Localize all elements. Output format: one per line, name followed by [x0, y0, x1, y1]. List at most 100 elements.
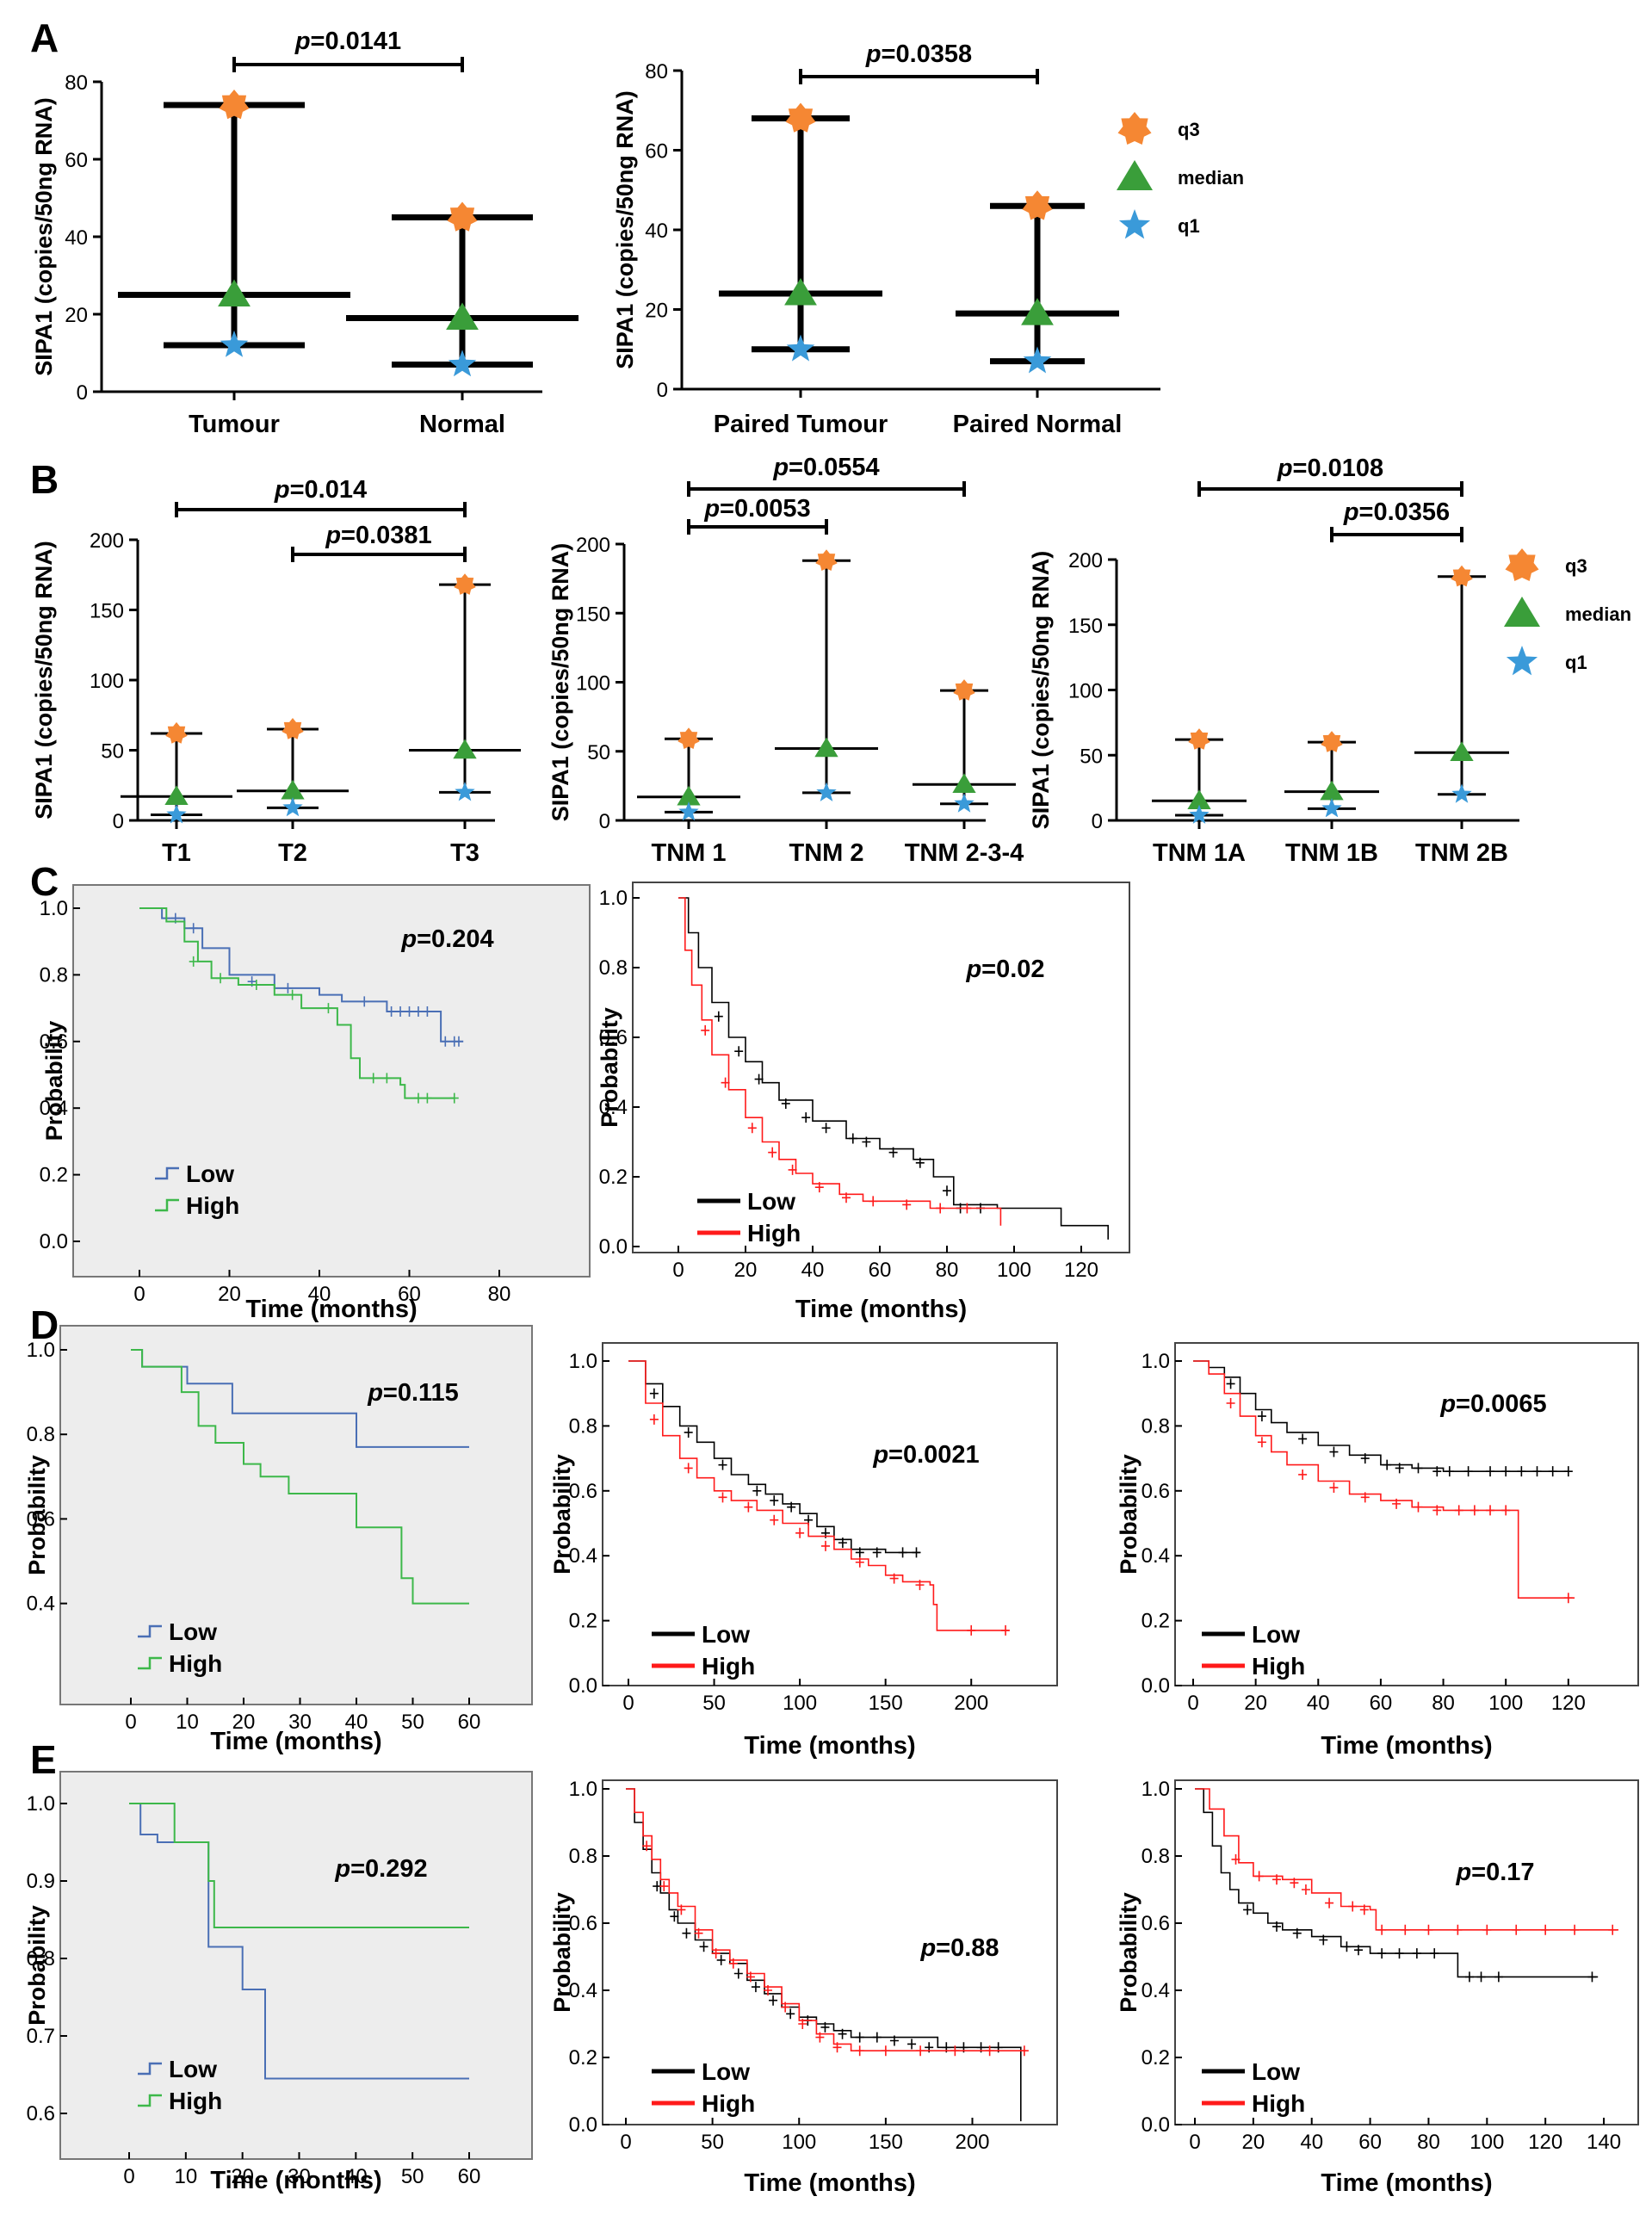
p-symbol: p [965, 956, 981, 983]
y-tick-label: 80 [645, 60, 668, 84]
x-tick-label: 80 [488, 1283, 511, 1306]
q3-marker [447, 201, 478, 232]
pvalue-bracket: p=0.0381 [291, 522, 467, 562]
y-tick-label: 0.6 [1142, 1912, 1170, 1935]
y-tick-label: 0 [113, 810, 124, 833]
category-label: TNM 2B [1415, 839, 1508, 867]
censor-mark [786, 2008, 795, 2020]
legend-label-low: Low [702, 2058, 750, 2085]
x-tick-label: 200 [955, 2131, 989, 2154]
x-tick-label: 10 [176, 1711, 199, 1734]
x-tick-label: 0 [620, 2131, 631, 2154]
censor-mark [1298, 1469, 1308, 1480]
q3-marker [1188, 728, 1210, 750]
y-tick-label: 1.0 [27, 1339, 55, 1362]
q3-marker [219, 90, 250, 120]
q1-marker [282, 797, 303, 817]
y-tick-label: 0.9 [27, 1870, 55, 1893]
median-marker [814, 737, 838, 758]
censor-mark [888, 1147, 898, 1158]
q1-marker [954, 793, 974, 813]
p-value: =0.115 [383, 1379, 459, 1407]
chart-C1: 0 20 40 60 80 0.0 0.2 0.4 0.6 0.8 1.0 Time (months)… [40, 884, 591, 1323]
censor-mark [815, 2032, 825, 2043]
category-label: Normal [419, 411, 505, 438]
legend-median-label: median [1565, 603, 1631, 625]
x-tick-label: 100 [782, 2131, 816, 2154]
x-tick-label: 20 [232, 1711, 256, 1734]
q1-marker [220, 330, 249, 357]
censor-mark [752, 1485, 762, 1496]
category-label: T3 [450, 839, 480, 867]
p-symbol: p [274, 476, 290, 504]
legend-label-high: High [702, 2090, 755, 2117]
survival-curve-high [626, 1788, 1024, 2051]
p-symbol: p [865, 40, 882, 68]
censor-mark [1412, 1948, 1421, 1959]
censor-mark [360, 996, 369, 1007]
y-tick-label: 60 [645, 140, 668, 164]
q1-marker [1451, 783, 1472, 803]
censor-mark [869, 1196, 878, 1207]
pvalue-bracket: p=0.0141 [232, 28, 464, 72]
censor-mark [423, 1005, 432, 1017]
pvalue-label: p=0.292 [334, 1855, 427, 1883]
x-tick-label: 100 [1488, 1692, 1523, 1715]
p-value: =0.292 [350, 1855, 428, 1883]
median-marker [446, 302, 479, 330]
y-tick-label: 100 [90, 670, 124, 693]
legend-swatch-low [138, 2062, 162, 2076]
censor-mark [1486, 1505, 1495, 1516]
censor-mark [855, 2045, 864, 2057]
censor-mark [733, 1968, 743, 1979]
x-tick-label: 200 [954, 1692, 988, 1715]
pvalue-label: p=0.0053 [703, 495, 810, 523]
p-symbol: p [1343, 498, 1359, 526]
median-marker [1450, 741, 1474, 761]
category-label: T2 [278, 839, 307, 867]
category-label: TNM 1B [1285, 839, 1378, 867]
x-tick-label: 100 [783, 1692, 817, 1715]
censor-mark [423, 1092, 432, 1104]
censor-mark [449, 1092, 459, 1104]
censor-mark [1453, 1924, 1463, 1935]
legend-swatch-low [138, 1624, 162, 1638]
censor-mark [744, 1501, 753, 1513]
x-tick-label: 140 [1587, 2131, 1621, 2154]
x-tick-label: 0 [1189, 2131, 1200, 2154]
censor-mark [936, 1203, 945, 1214]
censor-mark [699, 1941, 708, 1952]
p-symbol: p [872, 1441, 888, 1469]
quartile-legend: q3 median q1 [1504, 548, 1631, 676]
y-tick-label: 0.6 [27, 2102, 55, 2125]
median-marker [952, 773, 976, 794]
censor-mark [1359, 1904, 1369, 1915]
censor-mark [915, 1580, 925, 1591]
censor-mark [413, 1005, 423, 1017]
censor-mark [1292, 1927, 1302, 1939]
censor-mark [718, 1459, 727, 1470]
censor-mark [747, 1123, 757, 1134]
pvalue-label: p=0.0108 [1277, 455, 1383, 482]
q3-marker [785, 102, 816, 133]
y-tick-label: 0.0 [1142, 1674, 1170, 1698]
x-tick-label: 60 [458, 2165, 481, 2188]
y-tick-label: 0.2 [569, 2046, 597, 2070]
q1-marker [1189, 804, 1210, 824]
censor-mark [1501, 1466, 1511, 1477]
censor-mark [912, 1547, 921, 1558]
censor-mark [1501, 1505, 1511, 1516]
survival-curve-low [139, 907, 464, 1043]
pvalue-bracket: p=0.0554 [687, 454, 966, 497]
panel-letter-E: E [30, 1737, 57, 1782]
censor-mark [1298, 1433, 1308, 1445]
survival-curve-low [1195, 1788, 1599, 1978]
x-tick-label: 80 [1432, 1692, 1455, 1715]
y-tick-label: 0.4 [1142, 1979, 1170, 2002]
y-tick-label: 0.0 [1142, 2113, 1170, 2137]
p-symbol: p [772, 454, 789, 481]
pvalue-label: p=0.0065 [1439, 1390, 1546, 1418]
median-marker [1117, 160, 1153, 190]
y-axis-label: Probability [1116, 1892, 1142, 2013]
